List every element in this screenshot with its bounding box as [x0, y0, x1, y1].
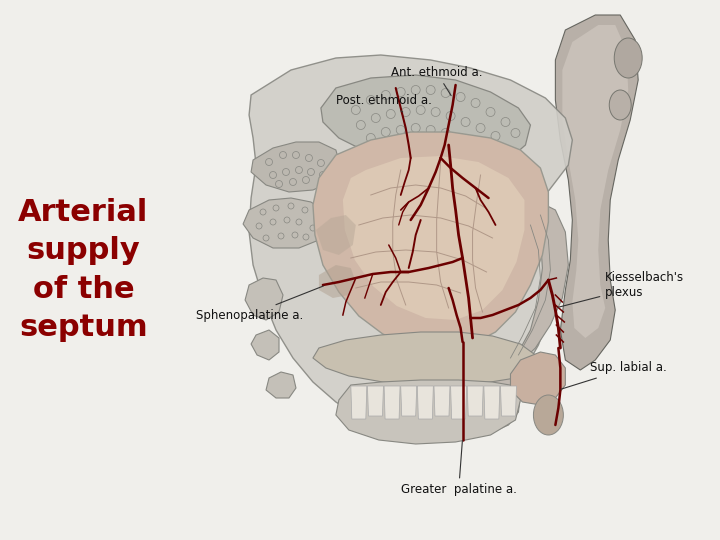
Text: Post. ethmoid a.: Post. ethmoid a.	[336, 93, 432, 112]
Polygon shape	[451, 386, 467, 419]
Polygon shape	[316, 215, 356, 255]
Polygon shape	[313, 332, 536, 384]
Polygon shape	[351, 386, 366, 419]
Ellipse shape	[614, 38, 642, 78]
Polygon shape	[343, 156, 524, 320]
Ellipse shape	[534, 395, 563, 435]
Polygon shape	[500, 386, 516, 416]
Polygon shape	[245, 278, 283, 320]
Polygon shape	[562, 25, 629, 338]
Polygon shape	[321, 75, 531, 168]
Polygon shape	[467, 386, 483, 416]
Text: Sup. labial a.: Sup. labial a.	[561, 361, 667, 389]
Ellipse shape	[609, 90, 631, 120]
Polygon shape	[319, 265, 356, 298]
Polygon shape	[555, 15, 638, 370]
Polygon shape	[384, 386, 400, 419]
Polygon shape	[249, 55, 572, 432]
Polygon shape	[418, 386, 433, 419]
Text: Greater  palatine a.: Greater palatine a.	[401, 441, 517, 496]
Text: Sphenopalatine a.: Sphenopalatine a.	[196, 286, 323, 321]
Text: Kiesselbach's
plexus: Kiesselbach's plexus	[558, 271, 685, 307]
Polygon shape	[367, 386, 384, 416]
Polygon shape	[401, 386, 417, 416]
Text: Arterial
supply
of the
septum: Arterial supply of the septum	[18, 198, 148, 342]
Polygon shape	[251, 330, 279, 360]
Polygon shape	[266, 372, 296, 398]
Polygon shape	[484, 386, 500, 419]
Text: Ant. ethmoid a.: Ant. ethmoid a.	[391, 65, 482, 96]
Polygon shape	[313, 132, 549, 350]
Polygon shape	[243, 198, 329, 248]
Polygon shape	[251, 142, 341, 192]
Polygon shape	[459, 200, 568, 432]
Polygon shape	[510, 352, 565, 405]
Polygon shape	[336, 380, 521, 444]
Polygon shape	[434, 386, 450, 416]
